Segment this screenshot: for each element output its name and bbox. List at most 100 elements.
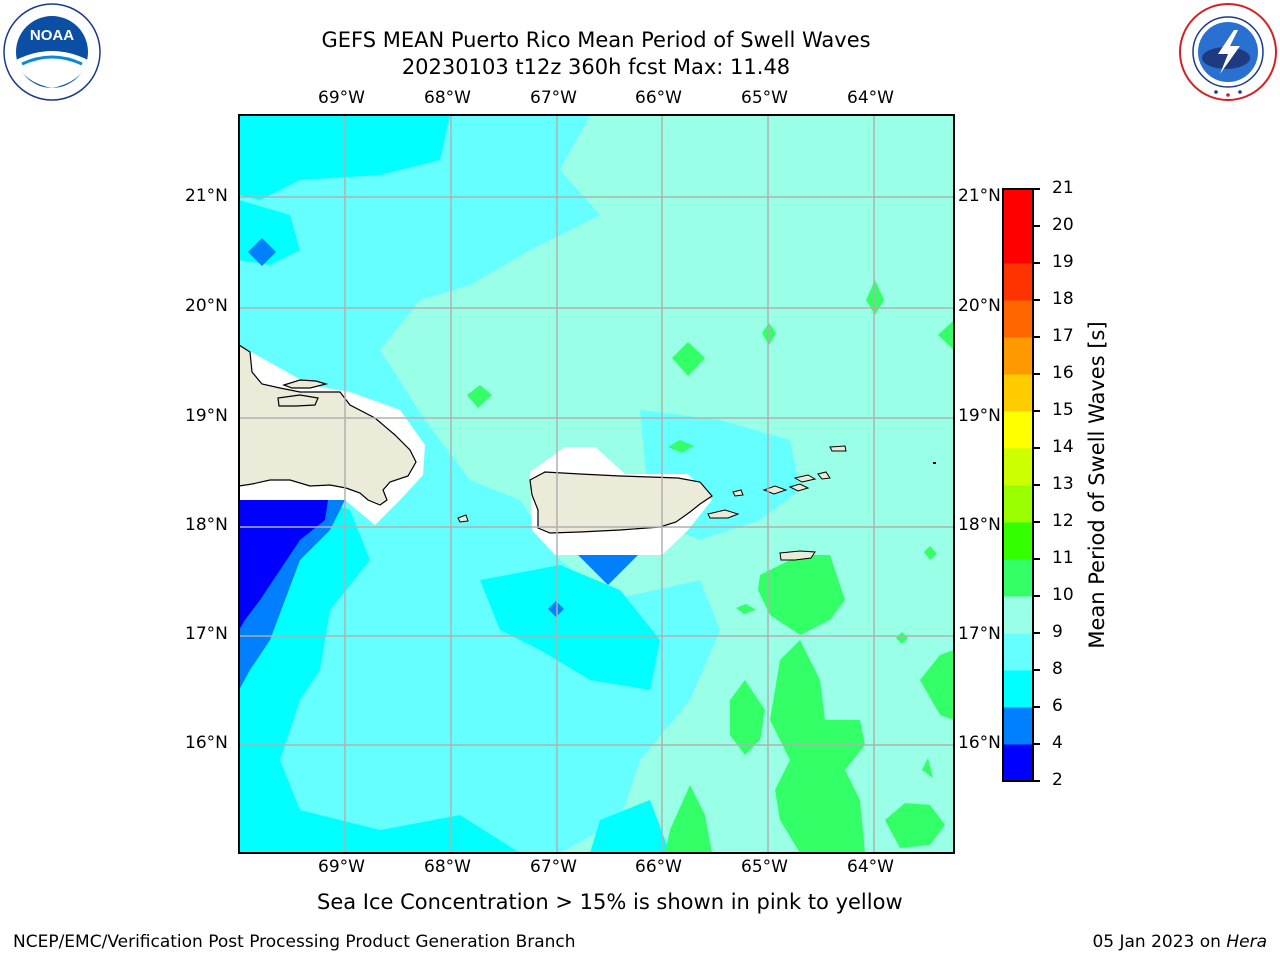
nws-logo [1178,2,1278,102]
swell-field-10-11 [467,280,954,853]
lat-label-left: 18°N [185,515,228,535]
colorbar-tick-mark [1033,706,1040,708]
colorbar-tick-label: 6 [1052,696,1063,716]
colorbar-tick-mark [1033,669,1040,671]
colorbar-band [1003,596,1033,634]
colorbar-band [1003,374,1033,412]
land-puerto-rico [529,471,713,534]
land-mona [457,514,469,523]
colorbar-tick-label: 21 [1052,178,1074,198]
land-dot-east [933,462,936,464]
lat-label-left: 17°N [185,624,228,644]
lon-label-top: 64°W [847,88,894,108]
colorbar-tick-label: 12 [1052,511,1074,531]
land-culebra [732,489,744,497]
lon-label-bottom: 67°W [530,857,577,877]
colorbar-tick-mark [1033,558,1040,560]
land-st-john [788,483,810,492]
colorbar-band [1003,559,1033,597]
sea-ice-note: Sea Ice Concentration > 15% is shown in … [317,890,903,914]
colorbar-tick-mark [1033,262,1040,264]
colorbar-band [1003,411,1033,449]
footer-date: 05 Jan 2023 on Hera [1092,932,1267,952]
lon-label-top: 65°W [741,88,788,108]
colorbar-tick-label: 16 [1052,363,1074,383]
colorbar-tick-mark [1033,447,1040,449]
lon-label-top: 68°W [424,88,471,108]
land-tortuga [282,379,329,389]
footer-date-text: 05 Jan 2023 on [1092,932,1227,952]
swell-field-2-4 [239,500,328,630]
colorbar-band [1003,448,1033,486]
swell-field-4-6 [248,238,276,266]
swell-field-4-6 [548,601,564,617]
colorbar-tick-label: 11 [1052,548,1074,568]
lon-label-bottom: 68°W [424,857,471,877]
colorbar-band [1003,744,1033,782]
lat-label-right: 21°N [958,186,1001,206]
lon-label-top: 66°W [635,88,682,108]
colorbar-tick-mark [1033,336,1040,338]
lon-label-bottom: 65°W [741,857,788,877]
land-vieques [707,509,740,519]
lat-label-right: 17°N [958,624,1001,644]
lon-label-bottom: 64°W [847,857,894,877]
colorbar-tick-mark [1033,484,1040,486]
graticule [239,115,954,853]
colorbar-tick-label: 2 [1052,770,1063,790]
land-tortola [793,474,817,483]
map-frame [238,114,955,854]
colorbar-tick-label: 10 [1052,585,1074,605]
colorbar-band [1003,485,1033,523]
footer-host: Hera [1226,932,1267,952]
colorbar-tick-label: 18 [1052,289,1074,309]
swell-field-6-8 [480,565,660,690]
colorbar-tick-mark [1033,743,1040,745]
land-anegada [829,445,847,452]
noaa-logo-text: NOAA [30,27,74,44]
colorbar-tick-label: 14 [1052,437,1074,457]
land-st-croix [779,550,816,561]
footer-credit: NCEP/EMC/Verification Post Processing Pr… [13,932,576,952]
colorbar-band [1003,226,1033,264]
swell-field-6-8 [239,470,520,853]
colorbar-band [1003,300,1033,338]
land-gonave [277,394,319,407]
colorbar-band [1003,263,1033,301]
colorbar [1002,188,1034,782]
colorbar-tick-label: 17 [1052,326,1074,346]
colorbar-band [1003,707,1033,745]
chart-title: GEFS MEAN Puerto Rico Mean Period of Swe… [321,28,871,52]
lat-label-left: 19°N [185,406,228,426]
lon-label-bottom: 69°W [318,857,365,877]
lat-label-left: 16°N [185,733,228,753]
colorbar-band [1003,670,1033,708]
colorbar-tick-mark [1033,780,1040,782]
colorbar-tick-mark [1033,373,1040,375]
colorbar-tick-label: 19 [1052,252,1074,272]
lon-label-top: 69°W [318,88,365,108]
colorbar-tick-label: 15 [1052,400,1074,420]
land-hispaniola [239,344,417,506]
colorbar-band [1003,633,1033,671]
lat-label-right: 20°N [958,296,1001,316]
colorbar-tick-label: 9 [1052,622,1063,642]
colorbar-tick-mark [1033,595,1040,597]
lat-label-right: 16°N [958,733,1001,753]
noaa-logo: NOAA [2,2,102,102]
swell-field-4-6 [578,555,638,585]
colorbar-tick-label: 8 [1052,659,1063,679]
lat-label-left: 21°N [185,186,228,206]
colorbar-label: Mean Period of Swell Waves [s] [1085,321,1109,649]
lat-label-right: 19°N [958,406,1001,426]
colorbar-band [1003,189,1033,227]
colorbar-tick-mark [1033,521,1040,523]
colorbar-tick-mark [1033,410,1040,412]
lat-label-right: 18°N [958,515,1001,535]
lat-label-left: 20°N [185,296,228,316]
land-virgin-gorda [817,471,831,480]
colorbar-tick-label: 4 [1052,733,1063,753]
colorbar-tick-mark [1033,225,1040,227]
colorbar-tick-label: 13 [1052,474,1074,494]
